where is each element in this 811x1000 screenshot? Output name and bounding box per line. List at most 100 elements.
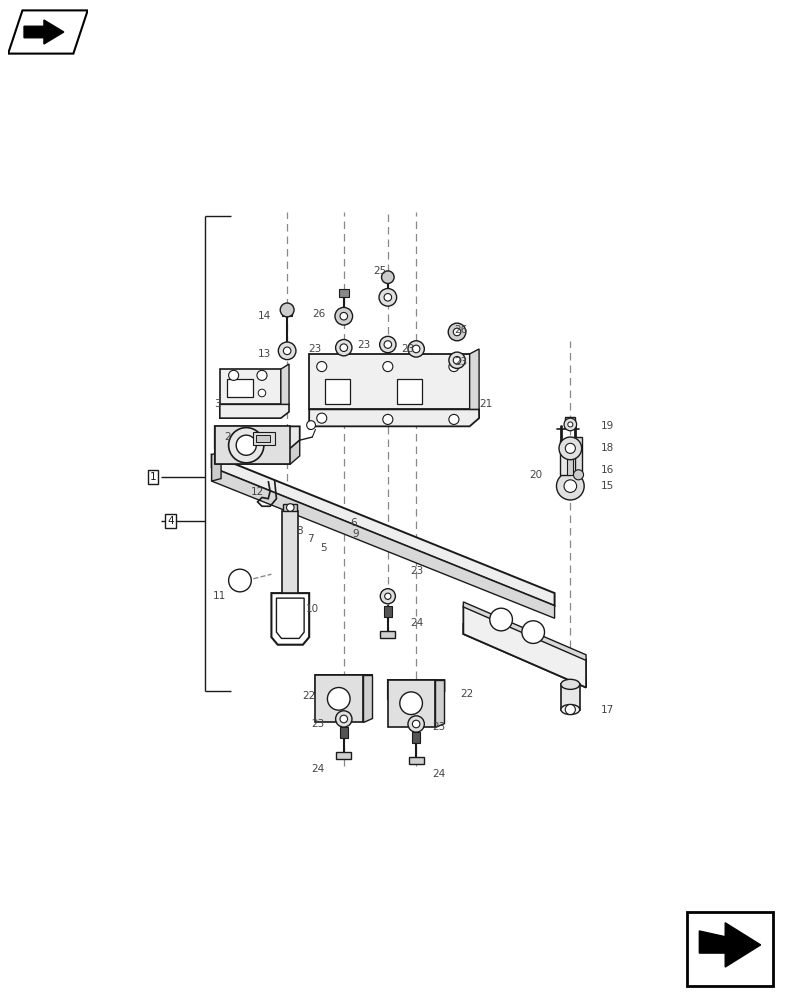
Circle shape: [384, 593, 391, 599]
Circle shape: [229, 370, 238, 380]
Bar: [281, 511, 298, 593]
Circle shape: [258, 389, 265, 397]
Circle shape: [335, 339, 351, 356]
Polygon shape: [309, 354, 469, 409]
Circle shape: [412, 720, 419, 728]
Polygon shape: [469, 349, 478, 409]
Polygon shape: [212, 455, 554, 606]
Circle shape: [280, 303, 294, 317]
Text: 22: 22: [302, 691, 315, 701]
Text: 21: 21: [478, 399, 491, 409]
Bar: [340, 727, 347, 738]
Text: 20: 20: [528, 470, 542, 480]
Text: 22: 22: [460, 689, 473, 699]
Bar: [412, 732, 419, 743]
Polygon shape: [271, 593, 309, 645]
Circle shape: [448, 323, 466, 341]
Ellipse shape: [560, 704, 579, 715]
Polygon shape: [24, 20, 64, 44]
Circle shape: [335, 711, 351, 727]
Polygon shape: [363, 675, 371, 722]
Circle shape: [573, 470, 583, 480]
Bar: [566, 440, 573, 475]
Bar: [336, 752, 351, 759]
Bar: [384, 606, 391, 617]
Polygon shape: [220, 404, 289, 418]
Polygon shape: [388, 680, 435, 727]
Circle shape: [256, 370, 267, 380]
Circle shape: [558, 437, 581, 460]
Text: 23: 23: [357, 340, 371, 350]
Polygon shape: [388, 680, 444, 699]
Polygon shape: [397, 379, 422, 404]
Bar: [564, 417, 575, 428]
Text: 7: 7: [307, 534, 314, 544]
Text: 11: 11: [212, 591, 225, 601]
Text: 23: 23: [401, 344, 414, 354]
Polygon shape: [8, 10, 88, 54]
Circle shape: [380, 589, 395, 604]
Circle shape: [380, 336, 396, 353]
Circle shape: [489, 608, 512, 631]
Text: 2: 2: [224, 432, 230, 442]
Circle shape: [229, 569, 251, 592]
Circle shape: [340, 344, 347, 351]
Text: 19: 19: [600, 421, 613, 431]
Text: 18: 18: [600, 443, 613, 453]
Text: 23: 23: [453, 357, 466, 367]
Circle shape: [382, 414, 393, 424]
Text: 13: 13: [258, 349, 271, 359]
Text: 4: 4: [167, 516, 174, 526]
Polygon shape: [463, 602, 586, 660]
Polygon shape: [463, 623, 586, 687]
Text: 6: 6: [350, 518, 357, 528]
Circle shape: [340, 312, 347, 320]
Polygon shape: [214, 426, 290, 464]
Polygon shape: [315, 675, 363, 722]
Circle shape: [564, 480, 576, 492]
Text: 1: 1: [149, 472, 157, 482]
Polygon shape: [560, 684, 579, 710]
Text: 23: 23: [311, 719, 324, 729]
Circle shape: [384, 341, 391, 348]
Circle shape: [381, 271, 393, 283]
Text: 24: 24: [410, 618, 423, 628]
Circle shape: [340, 715, 347, 723]
Circle shape: [453, 328, 461, 336]
Circle shape: [448, 414, 458, 424]
Text: 23: 23: [410, 566, 423, 576]
Bar: [380, 631, 395, 638]
Text: 24: 24: [311, 764, 324, 774]
Circle shape: [521, 621, 544, 643]
Text: 12: 12: [251, 487, 264, 497]
Text: 8: 8: [296, 526, 303, 536]
Polygon shape: [315, 675, 371, 694]
Bar: [338, 289, 349, 297]
Polygon shape: [463, 606, 586, 687]
Polygon shape: [212, 452, 221, 481]
Ellipse shape: [560, 679, 579, 689]
Text: 10: 10: [306, 604, 319, 614]
Text: 23: 23: [431, 722, 444, 732]
Polygon shape: [220, 369, 281, 404]
Circle shape: [307, 421, 315, 429]
Circle shape: [379, 289, 396, 306]
Text: 3: 3: [214, 399, 221, 409]
Circle shape: [567, 422, 572, 427]
Circle shape: [236, 435, 256, 455]
Circle shape: [564, 418, 576, 431]
Polygon shape: [214, 440, 299, 464]
Circle shape: [448, 362, 458, 372]
Text: 9: 9: [351, 529, 358, 539]
Polygon shape: [212, 467, 554, 618]
Circle shape: [412, 345, 419, 353]
Polygon shape: [276, 598, 304, 638]
Polygon shape: [227, 379, 252, 397]
Bar: [255, 435, 269, 442]
Circle shape: [453, 356, 461, 364]
Text: 24: 24: [431, 769, 444, 779]
Text: 5: 5: [320, 543, 327, 553]
Circle shape: [448, 352, 465, 368]
Circle shape: [316, 362, 326, 372]
Circle shape: [286, 504, 294, 511]
